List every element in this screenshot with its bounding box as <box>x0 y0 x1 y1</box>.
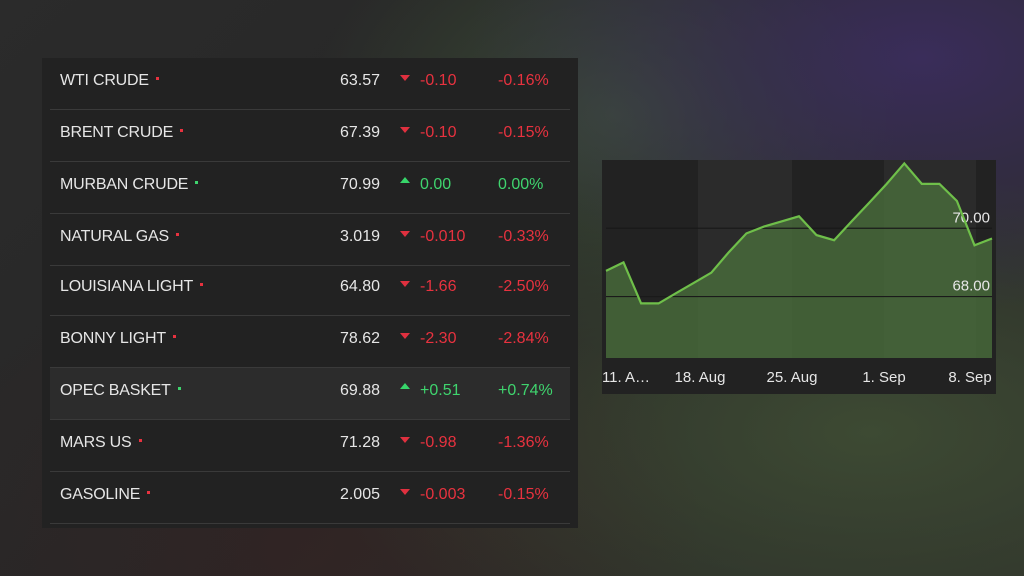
change-value: -0.10 <box>420 72 457 89</box>
y-tick-label: 70.00 <box>952 209 990 226</box>
arrow-down-icon <box>400 75 410 81</box>
commodity-name[interactable]: BRENT CRUDE <box>60 110 184 161</box>
price-value: 71.28 <box>339 434 380 451</box>
x-tick-label: 8. Sep <box>948 369 991 386</box>
commodity-name[interactable]: GASOLINE <box>60 472 151 523</box>
percent-change-value: -2.84% <box>498 330 549 347</box>
commodity-name[interactable]: BONNY LIGHT <box>60 316 176 367</box>
x-tick-label: 1. Sep <box>862 369 905 386</box>
status-dot-icon <box>155 77 159 81</box>
percent-change-value: -0.16% <box>498 72 549 89</box>
change-value: -0.003 <box>420 486 466 503</box>
commodity-name[interactable]: LOUISIANA LIGHT <box>60 264 204 315</box>
status-dot-icon <box>195 181 199 185</box>
price-value: 3.019 <box>339 228 380 245</box>
price-value: 67.39 <box>339 124 380 141</box>
series-line <box>605 161 993 305</box>
status-dot-icon <box>175 233 179 237</box>
arrow-down-icon <box>400 231 410 237</box>
arrow-up-icon <box>400 383 410 389</box>
price-value: 70.99 <box>339 176 380 193</box>
commodity-name-label: OPEC BASKET <box>60 382 171 399</box>
status-dot-icon <box>147 491 151 495</box>
commodity-name-label: MURBAN CRUDE <box>60 176 189 193</box>
arrow-down-icon <box>400 437 410 443</box>
arrow-down-icon <box>400 489 410 495</box>
commodity-name[interactable]: MURBAN CRUDE <box>60 162 199 213</box>
percent-change-value: -2.50% <box>498 278 549 295</box>
commodity-name[interactable]: WTI CRUDE <box>60 58 159 109</box>
percent-change-value: -0.33% <box>498 228 549 245</box>
price-chart: 70.00 68.00 11. A… 18. Aug 25. Aug 1. Sep 8. S… <box>602 160 996 394</box>
arrow-down-icon <box>400 281 410 287</box>
price-value: 2.005 <box>339 486 380 503</box>
commodity-name-label: BRENT CRUDE <box>60 124 174 141</box>
table-row[interactable]: BONNY LIGHT 78.62 -2.30 -2.84% <box>50 316 570 368</box>
commodity-name-label: LOUISIANA LIGHT <box>60 278 194 295</box>
commodity-name[interactable]: MARS US <box>60 420 142 471</box>
table-row[interactable]: LOUISIANA LIGHT 64.80 -1.66 -2.50% <box>50 264 570 316</box>
price-value: 64.80 <box>339 278 380 295</box>
status-dot-icon <box>180 129 184 133</box>
change-value: 0.00 <box>420 176 452 193</box>
y-tick-label: 68.00 <box>952 278 990 295</box>
table-row[interactable]: NATURAL GAS 3.019 -0.010 -0.33% <box>50 214 570 266</box>
x-tick-label: 25. Aug <box>767 369 818 386</box>
table-row[interactable]: OPEC BASKET 69.88 +0.51 +0.74% <box>50 368 570 420</box>
chart-svg: 70.00 68.00 11. A… 18. Aug 25. Aug 1. Sep 8. S… <box>602 160 993 386</box>
commodity-name-label: BONNY LIGHT <box>60 330 166 347</box>
table-row[interactable]: MURBAN CRUDE 70.99 0.00 0.00% <box>50 162 570 214</box>
x-tick-label: 11. A… <box>602 369 650 386</box>
commodity-table: WTI CRUDE 63.57 -0.10 -0.16% BRENT CRUDE 67.3… <box>42 58 578 528</box>
table-row[interactable]: WTI CRUDE 63.57 -0.10 -0.16% <box>50 58 570 110</box>
commodity-name[interactable]: OPEC BASKET <box>60 368 181 419</box>
status-dot-icon <box>200 283 204 287</box>
percent-change-value: -1.36% <box>498 434 549 451</box>
change-value: -1.66 <box>420 278 457 295</box>
commodity-name-label: GASOLINE <box>60 486 141 503</box>
arrow-up-icon <box>400 177 410 183</box>
table-row[interactable]: BRENT CRUDE 67.39 -0.10 -0.15% <box>50 110 570 162</box>
percent-change-value: +0.74% <box>498 382 553 399</box>
commodity-name-label: MARS US <box>60 434 132 451</box>
percent-change-value: -0.15% <box>498 124 549 141</box>
percent-change-value: 0.00% <box>498 176 544 193</box>
change-value: -0.10 <box>420 124 457 141</box>
arrow-down-icon <box>400 127 410 133</box>
arrow-down-icon <box>400 333 410 339</box>
status-dot-icon <box>177 387 181 391</box>
commodity-name-label: NATURAL GAS <box>60 228 169 245</box>
commodity-name-label: WTI CRUDE <box>60 72 149 89</box>
table-row[interactable]: GASOLINE 2.005 -0.003 -0.15% <box>50 472 570 524</box>
price-value: 69.88 <box>339 382 380 399</box>
price-value: 78.62 <box>339 330 380 347</box>
price-value: 63.57 <box>339 72 380 89</box>
status-dot-icon <box>138 439 142 443</box>
percent-change-value: -0.15% <box>498 486 549 503</box>
table-row[interactable]: MARS US 71.28 -0.98 -1.36% <box>50 420 570 472</box>
series-area <box>606 163 992 358</box>
change-value: -2.30 <box>420 330 457 347</box>
status-dot-icon <box>172 335 176 339</box>
change-value: -0.98 <box>420 434 457 451</box>
change-value: +0.51 <box>420 382 461 399</box>
change-value: -0.010 <box>420 228 466 245</box>
x-tick-label: 18. Aug <box>675 369 726 386</box>
commodity-name[interactable]: NATURAL GAS <box>60 214 179 265</box>
